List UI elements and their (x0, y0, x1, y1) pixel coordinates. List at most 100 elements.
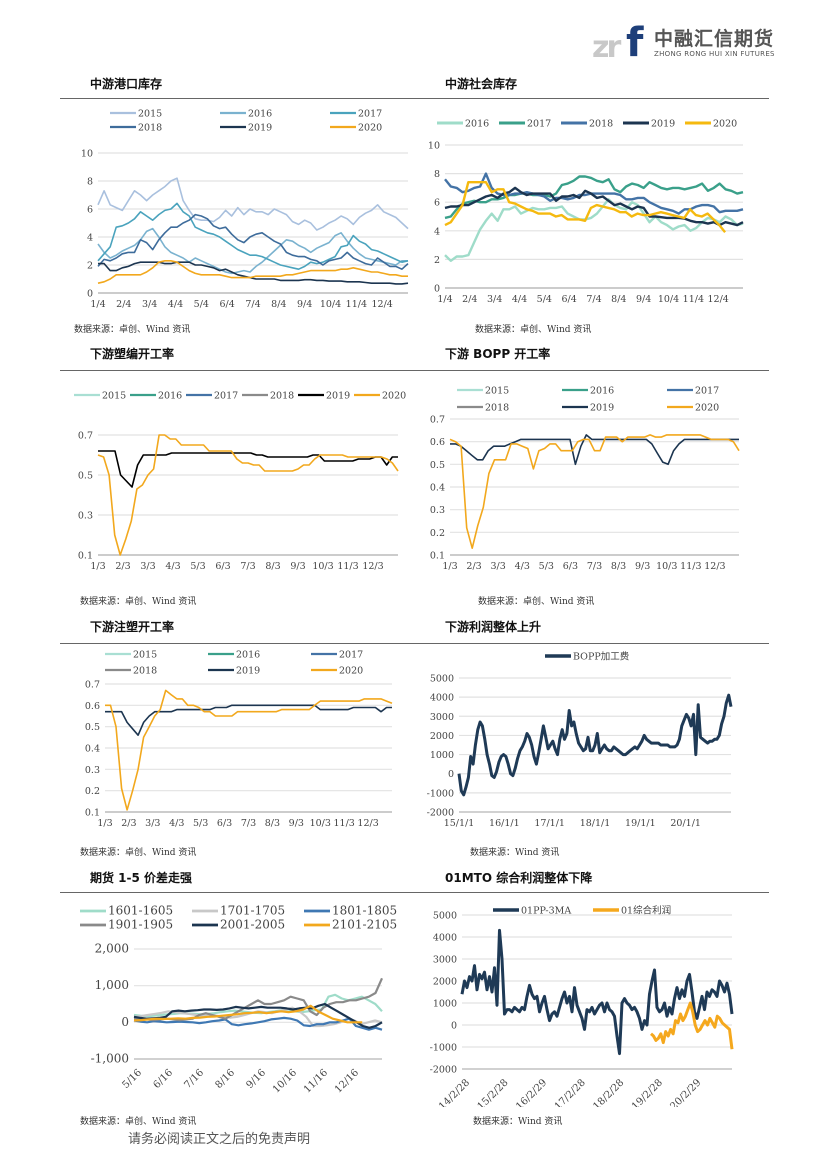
series-line-2017 (444, 175, 744, 220)
y-tick-label: 2000 (430, 731, 454, 742)
legend-label: 2019 (651, 119, 675, 130)
x-tick-label: 9/4 (636, 294, 651, 305)
y-tick-label: 0.3 (85, 765, 100, 776)
x-tick-label: 16/2/29 (514, 1077, 549, 1107)
panel-social-inventory: 中游社会库存 0 2 4 6 8 10 1/4 2/4 3/4 4/4 5/4 6/4 7/4 8/4 9/… (415, 75, 769, 340)
x-tick-label: 7/3 (587, 561, 602, 572)
title-divider (415, 370, 769, 371)
title-divider (60, 892, 416, 893)
chart-social-inventory: 0 2 4 6 8 10 1/4 2/4 3/4 4/4 5/4 6/4 7/4 8/4 9/4 10/4 11… (428, 119, 744, 305)
legend-label: 1701-1705 (220, 904, 285, 918)
x-tick-label: 1/4 (437, 294, 452, 305)
legend-label: 2017 (527, 119, 551, 130)
y-tick-label: 0.3 (78, 511, 93, 522)
x-tick-label: 11/16 (302, 1067, 330, 1095)
x-tick-label: 10/3 (656, 561, 677, 572)
series-line-2020 (105, 689, 393, 811)
series-line-2015 (97, 177, 409, 231)
series-line-2001-2005 (133, 1002, 383, 1029)
y-tick-label: -2000 (427, 808, 454, 819)
x-tick-label: 8/4 (271, 299, 286, 310)
y-tick-label: 0.2 (85, 786, 100, 797)
series-line-2017 (97, 202, 409, 270)
x-tick-label: 15/1/1 (444, 818, 475, 829)
x-tick-label: 5/3 (193, 818, 208, 829)
x-tick-label: 12/4 (371, 299, 392, 310)
x-tick-label: 19/1/1 (625, 818, 656, 829)
y-tick-label: 10 (81, 149, 93, 160)
x-tick-label: 18/1/1 (580, 818, 611, 829)
y-tick-label: 0.4 (85, 744, 100, 755)
y-tick-label: 0.1 (85, 808, 100, 819)
series-line-2019 (450, 434, 739, 466)
legend-label: 2016 (465, 119, 489, 130)
logo-en-name: ZHONG RONG HUI XIN FUTURES (654, 50, 775, 58)
legend-label: 1801-1805 (332, 904, 397, 918)
data-source: 数据来源：卓创、Wind 资讯 (80, 597, 197, 607)
title-divider (60, 98, 416, 99)
y-tick-label: 0 (87, 289, 93, 300)
title-divider (415, 892, 769, 893)
x-tick-label: 2/3 (121, 818, 136, 829)
series-line-2019 (444, 186, 744, 227)
legend-label: 2015 (133, 650, 157, 661)
legend-label: 2018 (133, 666, 157, 677)
x-tick-label: 6/3 (563, 561, 578, 572)
x-tick-label: 4/4 (512, 294, 527, 305)
chart-title: 期货 1-5 价差走强 (90, 871, 193, 885)
x-tick-label: 17/2/28 (553, 1077, 588, 1107)
chart-title: 下游 BOPP 开工率 (445, 347, 551, 361)
x-tick-label: 17/1/1 (534, 818, 565, 829)
x-tick-label: 7/16 (182, 1067, 206, 1091)
y-tick-label: 0.7 (78, 431, 93, 442)
y-tick-label: 0 (448, 769, 454, 780)
y-tick-label: 0.6 (85, 701, 100, 712)
x-tick-label: 3/3 (145, 818, 160, 829)
legend-label: 2020 (713, 119, 737, 130)
x-tick-label: 11/3 (680, 561, 701, 572)
x-tick-label: 14/2/28 (437, 1077, 472, 1107)
y-tick-label: 0.5 (78, 471, 93, 482)
legend-label: 2019 (248, 123, 272, 134)
y-tick-label: 8 (434, 169, 440, 180)
logo-mark: zr (592, 30, 621, 65)
panel-mto-profit: 01MTO 综合利润整体下降 -2000 -1000 0 1000 2000 3000 40… (415, 869, 769, 1129)
y-tick-label: 6 (87, 205, 93, 216)
x-tick-label: 16/1/1 (489, 818, 520, 829)
x-tick-label: 10/16 (271, 1067, 299, 1095)
legend-label: 01PP-3MA (521, 906, 571, 917)
series-line-2019 (105, 704, 392, 736)
series-line-2020 (444, 180, 727, 233)
x-tick-label: 6/16 (151, 1067, 175, 1091)
x-tick-label: 4/3 (515, 561, 530, 572)
x-tick-label: 6/4 (220, 299, 235, 310)
chart-mto-profit: -2000 -1000 0 1000 2000 3000 4000 5000 14/2/28 15… (430, 905, 734, 1107)
legend-label: 2019 (236, 666, 260, 677)
y-tick-label: 0.1 (78, 551, 93, 562)
y-tick-label: 4 (87, 233, 93, 244)
x-tick-label: 11/4 (346, 299, 367, 310)
series-line-2019 (98, 261, 409, 285)
panel-port-inventory: 中游港口库存 0 2 4 6 8 10 1/4 2/4 3/4 4/4 5/4 6/4 7/4 8/4 9/… (60, 75, 416, 340)
title-divider (415, 98, 769, 99)
y-tick-label: 10 (428, 141, 440, 152)
x-tick-label: 8/3 (265, 818, 280, 829)
panel-bopp-rate: 下游 BOPP 开工率 0.1 0.2 0.3 0.4 0.5 0.6 0.7 1/3 2/3 3… (415, 345, 769, 610)
legend-label: 2016 (236, 650, 260, 661)
x-tick-label: 12/4 (707, 294, 728, 305)
x-tick-label: 8/3 (265, 561, 280, 572)
y-tick-label: 2 (434, 255, 440, 266)
x-tick-label: 5/4 (194, 299, 209, 310)
x-tick-label: 6/3 (215, 561, 230, 572)
logo-cn-name: 中融汇信期货 (654, 28, 775, 50)
title-divider (60, 643, 416, 644)
series-line-2101-2105 (133, 1004, 363, 1024)
data-source: 数据来源：Wind 资讯 (470, 848, 560, 858)
y-tick-label: 5000 (430, 674, 454, 685)
y-tick-label: 4 (434, 226, 440, 237)
legend-label: 2020 (382, 391, 406, 402)
legend-label: 2020 (695, 403, 719, 414)
x-tick-label: 12/16 (333, 1067, 361, 1095)
legend-label: 2018 (270, 391, 294, 402)
x-tick-label: 15/2/28 (476, 1077, 511, 1107)
